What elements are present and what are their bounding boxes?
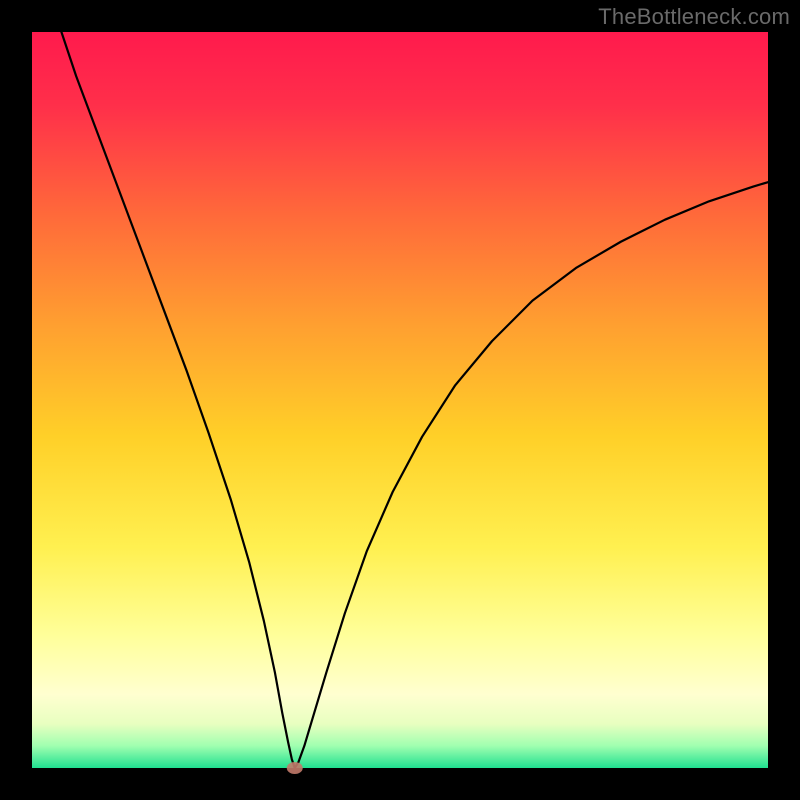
watermark-text: TheBottleneck.com xyxy=(598,4,790,30)
plot-area xyxy=(32,32,768,768)
chart-svg xyxy=(0,0,800,800)
optimal-point-marker xyxy=(287,762,303,774)
bottleneck-chart: TheBottleneck.com xyxy=(0,0,800,800)
